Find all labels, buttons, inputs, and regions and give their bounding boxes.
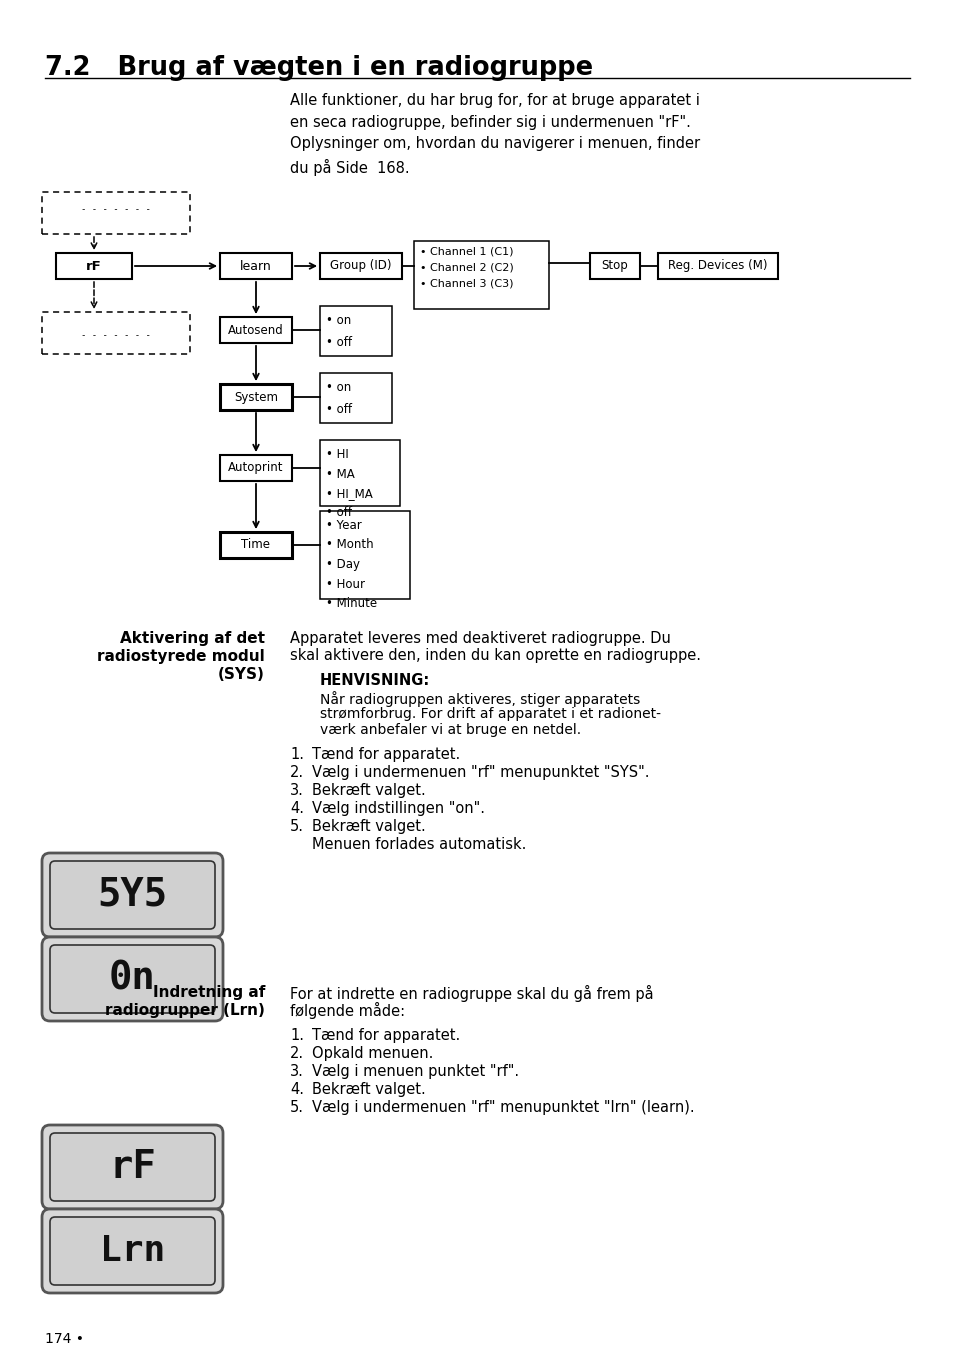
- Text: Alle funktioner, du har brug for, for at bruge apparatet i
en seca radiogruppe, : Alle funktioner, du har brug for, for at…: [290, 93, 700, 176]
- Text: 174 •: 174 •: [45, 1332, 84, 1347]
- Bar: [319, 306, 392, 356]
- Text: Autosend: Autosend: [228, 323, 284, 337]
- FancyBboxPatch shape: [50, 1133, 214, 1201]
- Bar: [56, 253, 132, 279]
- Text: følgende måde:: følgende måde:: [290, 1002, 405, 1019]
- Text: Indretning af: Indretning af: [152, 986, 265, 1000]
- Text: HENVISNING:: HENVISNING:: [319, 673, 430, 688]
- Text: • Year
• Month
• Day
• Hour
• Minute: • Year • Month • Day • Hour • Minute: [326, 519, 376, 610]
- Text: 7.2   Brug af vægten i en radiogruppe: 7.2 Brug af vægten i en radiogruppe: [45, 55, 593, 81]
- FancyBboxPatch shape: [42, 1125, 223, 1209]
- FancyBboxPatch shape: [50, 945, 214, 1013]
- Text: Apparatet leveres med deaktiveret radiogruppe. Du: Apparatet leveres med deaktiveret radiog…: [290, 631, 670, 646]
- Text: - - - - - - -: - - - - - - -: [81, 331, 151, 341]
- Text: 2.: 2.: [290, 1046, 304, 1061]
- Text: 1.: 1.: [290, 748, 304, 763]
- Text: Menuen forlades automatisk.: Menuen forlades automatisk.: [312, 837, 526, 852]
- Text: Opkald menuen.: Opkald menuen.: [312, 1046, 433, 1061]
- Text: Bekræft valget.: Bekræft valget.: [312, 783, 425, 798]
- Text: skal aktivere den, inden du kan oprette en radiogruppe.: skal aktivere den, inden du kan oprette …: [290, 648, 700, 662]
- Text: 4.: 4.: [290, 1082, 304, 1096]
- Text: 5.: 5.: [290, 1101, 304, 1115]
- Text: Aktivering af det: Aktivering af det: [120, 631, 265, 646]
- Text: 3.: 3.: [290, 783, 304, 798]
- Bar: [319, 253, 401, 279]
- Text: Lrn: Lrn: [100, 1234, 165, 1268]
- Text: 3.: 3.: [290, 1064, 304, 1079]
- Text: 5.: 5.: [290, 819, 304, 834]
- Bar: [220, 316, 292, 343]
- FancyBboxPatch shape: [42, 937, 223, 1021]
- Text: Stop: Stop: [601, 260, 628, 273]
- Bar: [319, 439, 399, 506]
- Text: Vælg indstillingen "on".: Vælg indstillingen "on".: [312, 800, 484, 817]
- Text: Tænd for apparatet.: Tænd for apparatet.: [312, 748, 459, 763]
- Bar: [42, 312, 190, 354]
- Text: • on
• off: • on • off: [326, 381, 352, 416]
- Bar: [42, 192, 190, 234]
- Text: værk anbefaler vi at bruge en netdel.: værk anbefaler vi at bruge en netdel.: [319, 723, 580, 737]
- Text: For at indrette en radiogruppe skal du gå frem på: For at indrette en radiogruppe skal du g…: [290, 986, 653, 1002]
- Text: Bekræft valget.: Bekræft valget.: [312, 1082, 425, 1096]
- Text: Når radiogruppen aktiveres, stiger apparatets: Når radiogruppen aktiveres, stiger appar…: [319, 691, 639, 707]
- Text: (SYS): (SYS): [218, 667, 265, 681]
- Text: rF: rF: [109, 1148, 155, 1186]
- Text: 2.: 2.: [290, 765, 304, 780]
- FancyBboxPatch shape: [42, 1209, 223, 1293]
- Bar: [589, 253, 639, 279]
- Text: Vælg i menuen punktet "rf".: Vælg i menuen punktet "rf".: [312, 1064, 518, 1079]
- Text: Group (ID): Group (ID): [330, 260, 392, 273]
- Bar: [220, 456, 292, 481]
- Text: System: System: [233, 391, 277, 403]
- Text: 0n: 0n: [109, 960, 155, 998]
- Text: Bekræft valget.: Bekræft valget.: [312, 819, 425, 834]
- Bar: [220, 253, 292, 279]
- Bar: [319, 373, 392, 423]
- Text: • Channel 1 (C1)
• Channel 2 (C2)
• Channel 3 (C3): • Channel 1 (C1) • Channel 2 (C2) • Chan…: [419, 247, 514, 289]
- Text: Time: Time: [241, 538, 271, 552]
- FancyBboxPatch shape: [42, 853, 223, 937]
- Text: • on
• off: • on • off: [326, 314, 352, 349]
- Bar: [220, 531, 292, 558]
- Text: Tænd for apparatet.: Tænd for apparatet.: [312, 1028, 459, 1042]
- Text: Autoprint: Autoprint: [228, 461, 283, 475]
- Text: - - - - - - -: - - - - - - -: [81, 206, 151, 215]
- Text: Reg. Devices (M): Reg. Devices (M): [667, 260, 767, 273]
- FancyBboxPatch shape: [50, 861, 214, 929]
- Text: radiogrupper (Lrn): radiogrupper (Lrn): [105, 1003, 265, 1018]
- Bar: [658, 253, 778, 279]
- Text: radiostyrede modul: radiostyrede modul: [97, 649, 265, 664]
- Text: Vælg i undermenuen "rf" menupunktet "lrn" (learn).: Vælg i undermenuen "rf" menupunktet "lrn…: [312, 1101, 694, 1115]
- Text: 5Y5: 5Y5: [97, 876, 168, 914]
- Bar: [414, 241, 548, 310]
- Bar: [220, 384, 292, 410]
- Bar: [319, 511, 410, 599]
- Text: learn: learn: [240, 260, 272, 273]
- Text: 1.: 1.: [290, 1028, 304, 1042]
- Text: rF: rF: [86, 260, 102, 273]
- FancyBboxPatch shape: [50, 1217, 214, 1284]
- Text: strømforbrug. For drift af apparatet i et radionet-: strømforbrug. For drift af apparatet i e…: [319, 707, 660, 721]
- Text: • HI
• MA
• HI_MA
• off: • HI • MA • HI_MA • off: [326, 448, 373, 519]
- Text: 4.: 4.: [290, 800, 304, 817]
- Text: Vælg i undermenuen "rf" menupunktet "SYS".: Vælg i undermenuen "rf" menupunktet "SYS…: [312, 765, 649, 780]
